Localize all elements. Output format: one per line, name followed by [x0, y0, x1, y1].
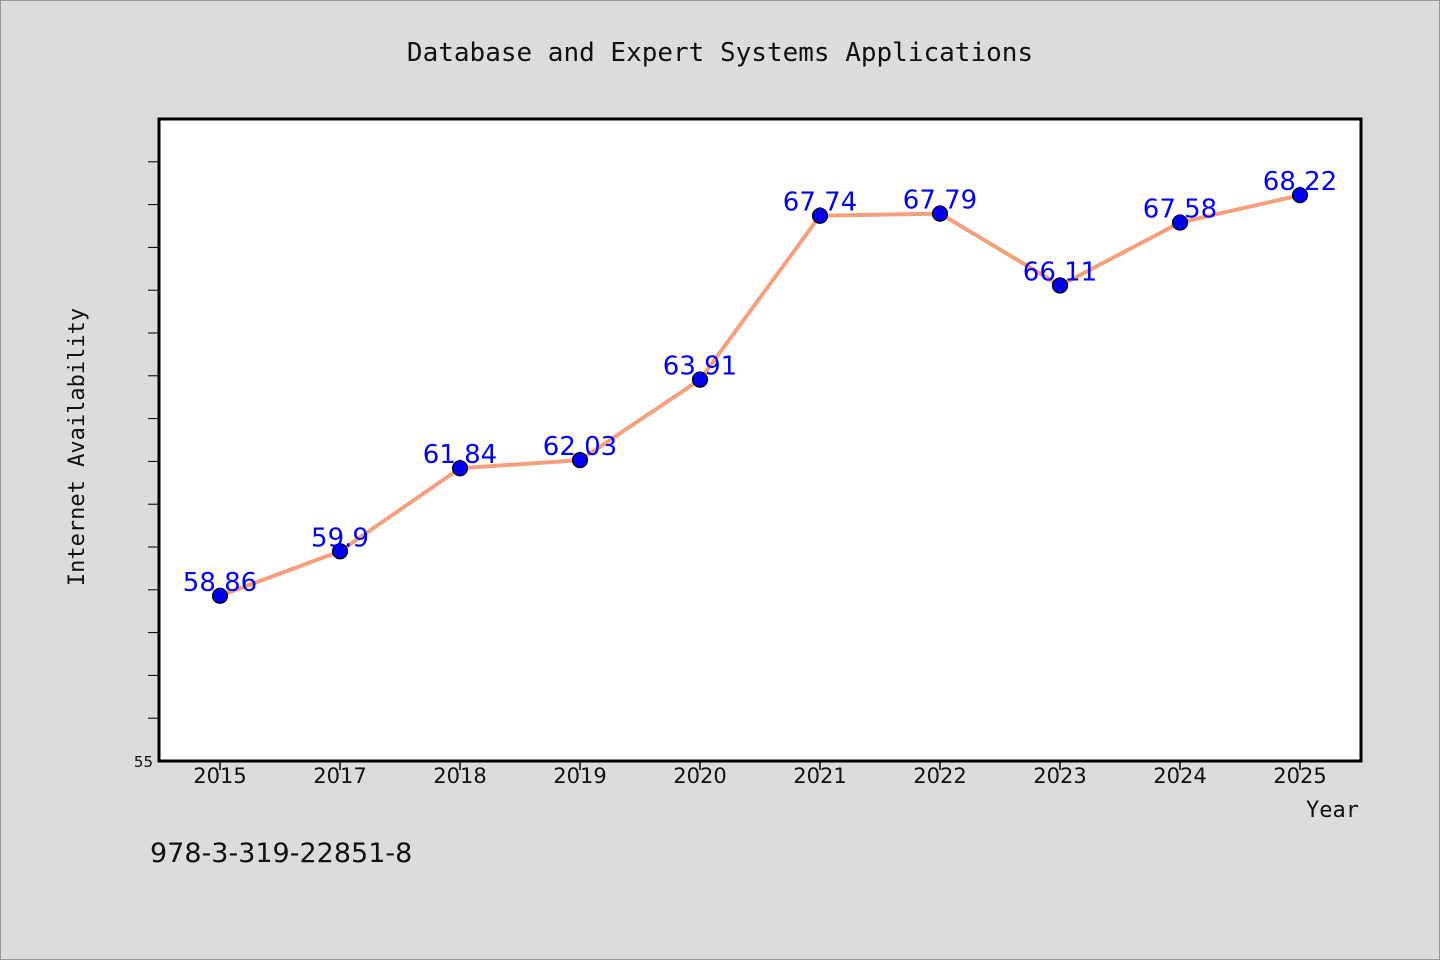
data-label: 67.74 [783, 188, 857, 218]
data-point [331, 543, 349, 560]
x-tick-label: 2020 [673, 764, 726, 788]
data-point [811, 207, 829, 224]
data-label: 67.79 [903, 186, 977, 216]
x-axis-title: Year [1306, 798, 1359, 823]
data-label: 67.58 [1143, 195, 1217, 225]
x-tick-label: 2015 [193, 764, 246, 788]
data-label: 62.03 [543, 432, 617, 462]
plot-area [157, 117, 1363, 763]
data-label: 58.86 [183, 568, 257, 598]
data-point [451, 460, 469, 477]
chart-title: Database and Expert Systems Applications [407, 38, 1033, 68]
data-point [1171, 214, 1189, 231]
data-label: 61.84 [423, 440, 497, 470]
data-label: 59.9 [311, 523, 369, 553]
x-tick-label: 2025 [1273, 764, 1326, 788]
data-label: 63.91 [663, 352, 737, 382]
x-axis-ticks [219, 761, 1301, 770]
data-point [571, 452, 589, 469]
series-line [218, 193, 1302, 598]
x-tick-label: 2017 [313, 764, 366, 788]
x-tick-label: 2024 [1153, 764, 1206, 788]
x-tick-label: 2023 [1033, 764, 1086, 788]
x-tick-label: 2021 [793, 764, 846, 788]
data-point [931, 205, 949, 222]
data-labels: 58.86 59.9 61.84 62.03 63.91 67.74 67.79 66.11 6… [183, 167, 1337, 598]
data-label: 68.22 [1263, 167, 1337, 197]
y-axis-ticks [148, 161, 159, 719]
data-label: 66.11 [1023, 257, 1097, 287]
x-tick-label: 2022 [913, 764, 966, 788]
data-point [211, 587, 229, 604]
data-point [1051, 277, 1069, 294]
data-point [1291, 187, 1309, 204]
y-axis-min-label: 55 [134, 753, 153, 771]
x-axis-tick-labels: 2015 2017 2018 2019 2020 2021 2022 2023 2024 2025 [193, 764, 1326, 788]
x-tick-label: 2018 [433, 764, 486, 788]
x-tick-label: 2019 [553, 764, 606, 788]
y-axis-title: Internet Availability [65, 308, 90, 586]
data-point [691, 371, 709, 388]
data-markers [211, 187, 1309, 604]
isbn-footer: 978-3-319-22851-8 [150, 838, 412, 869]
